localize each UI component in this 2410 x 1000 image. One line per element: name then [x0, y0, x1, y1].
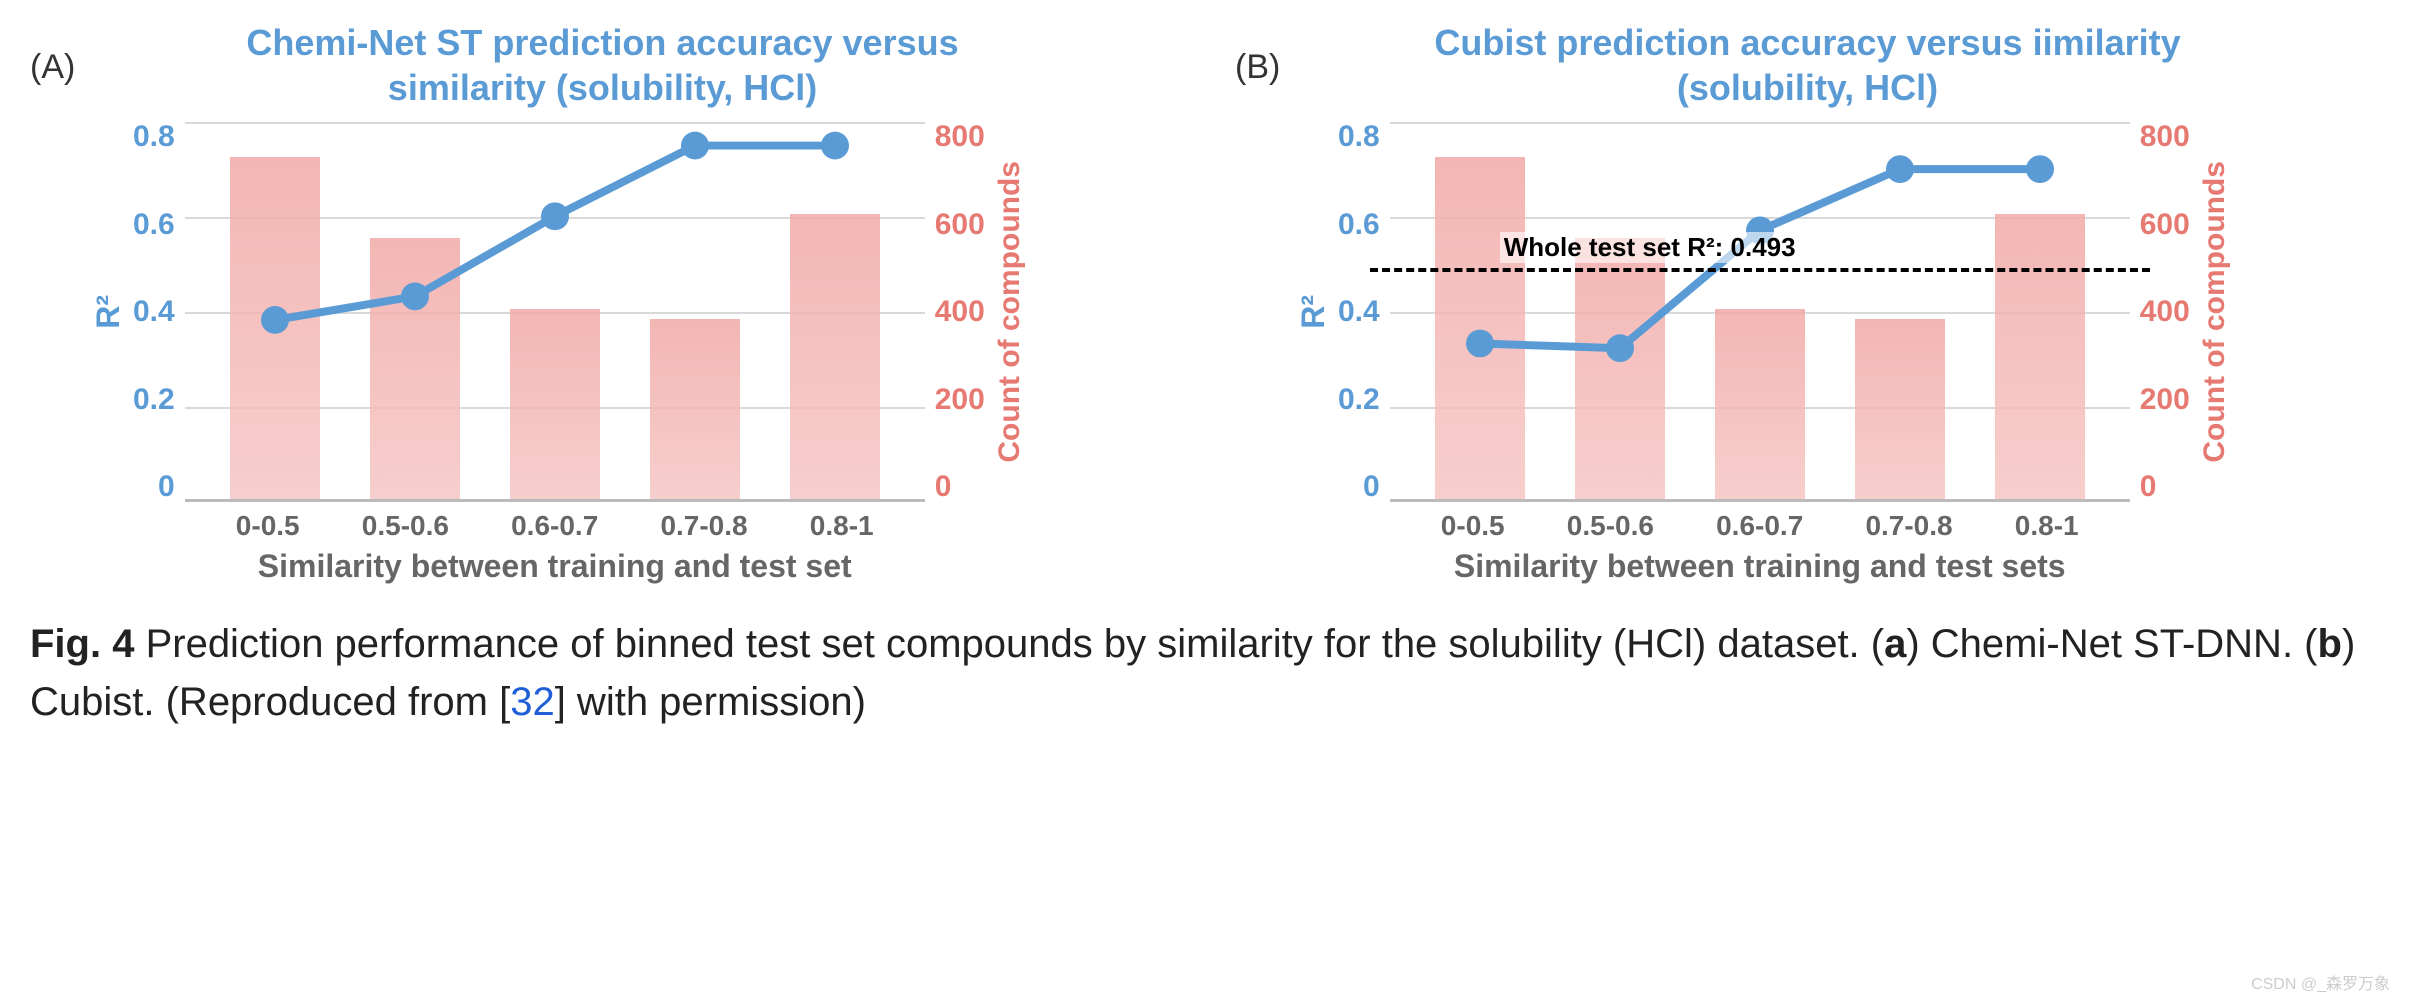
y-right-title-A: Count of compounds [993, 161, 1027, 463]
x-tick: 0.6-0.7 [1716, 510, 1803, 542]
y-right-tick: 200 [2140, 385, 2190, 415]
line-marker [541, 202, 569, 230]
x-spacer-B: R² 0.8 [1295, 502, 1390, 585]
y-left-group-B: R² 0.8 0.6 0.4 0.2 0 [1295, 122, 1390, 502]
figure-caption: Fig. 4 Prediction performance of binned … [30, 615, 2380, 731]
panel-letter-B: (B) [1235, 48, 1280, 87]
x-title-A: Similarity between training and test set [185, 548, 925, 585]
y-right-group-B: 800 600 400 200 0 Count of compounds [2130, 122, 2232, 502]
y-left-ticks-B: 0.8 0.6 0.4 0.2 0 [1338, 122, 1390, 502]
caption-text-4: ] with permission) [555, 680, 866, 724]
caption-bold-a: a [1884, 622, 1906, 666]
y-right-group-A: 800 600 400 200 0 Count of compounds [925, 122, 1027, 502]
y-left-tick: 0.2 [133, 385, 175, 415]
x-spacer-A: R² 0.8 [90, 502, 185, 585]
x-tick: 0.5-0.6 [1567, 510, 1654, 542]
line-svg-B [1390, 122, 2130, 499]
y-right-tick: 600 [935, 210, 985, 240]
chart-title-B: Cubist prediction accuracy versus iimila… [1235, 20, 2380, 110]
y-left-tick: 0.6 [1338, 210, 1380, 240]
panel-letter-A: (A) [30, 48, 75, 87]
y-left-tick: 0.2 [1338, 385, 1380, 415]
caption-text-2: ) Chemi-Net ST-DNN. ( [1906, 622, 2317, 666]
caption-ref: 32 [510, 680, 555, 724]
y-right-ticks-B: 800 600 400 200 0 [2130, 122, 2190, 502]
y-right-tick: 200 [935, 385, 985, 415]
plot-region-A: R² 0.8 0.6 0.4 0.2 0 800 600 400 200 0 Count of … [30, 122, 1175, 502]
y-left-ticks-A: 0.8 0.6 0.4 0.2 0 [133, 122, 185, 502]
x-tick: 0.5-0.6 [362, 510, 449, 542]
chart-title-B-line2: (solubility, HCl) [1677, 67, 1938, 108]
x-tick: 0.8-1 [2015, 510, 2079, 542]
y-left-tick: 0.6 [133, 210, 175, 240]
y-left-tick: 0.8 [133, 122, 175, 152]
x-tick: 0-0.5 [236, 510, 300, 542]
line-marker [2026, 155, 2054, 183]
x-ticks-A: 0-0.5 0.5-0.6 0.6-0.7 0.7-0.8 0.8-1 [185, 502, 925, 542]
line-marker [1606, 334, 1634, 362]
caption-fig-label: Fig. 4 [30, 622, 134, 666]
y-right-tick: 400 [935, 297, 985, 327]
x-tick: 0-0.5 [1441, 510, 1505, 542]
line-marker [261, 306, 289, 334]
y-right-ticks-A: 800 600 400 200 0 [925, 122, 985, 502]
line-marker [1886, 155, 1914, 183]
y-right-tick: 800 [2140, 122, 2190, 152]
line-svg-A [185, 122, 925, 499]
line-marker [821, 132, 849, 160]
caption-text-1: Prediction performance of binned test se… [134, 622, 1884, 666]
reference-line [1370, 268, 2150, 272]
x-ticks-wrap-A: R² 0.8 0-0.5 0.5-0.6 0.6-0.7 0.7-0.8 0.8-1 S… [30, 502, 1175, 585]
y-right-tick: 0 [2140, 472, 2190, 502]
chart-title-A-line2: similarity (solubility, HCl) [388, 67, 817, 108]
y-right-title-B: Count of compounds [2198, 161, 2232, 463]
plot-box-B: Whole test set R²: 0.493 [1390, 122, 2130, 502]
plot-box-A [185, 122, 925, 502]
plot-region-B: R² 0.8 0.6 0.4 0.2 0 Whole test set R²: 0.49… [1235, 122, 2380, 502]
caption-bold-b: b [2318, 622, 2342, 666]
y-right-tick: 800 [935, 122, 985, 152]
watermark: CSDN @_森罗万象 [2251, 970, 2390, 994]
line-marker [1466, 330, 1494, 358]
y-left-tick: 0.4 [1338, 297, 1380, 327]
y-left-tick: 0.8 [1338, 122, 1380, 152]
y-left-title-B: R² [1295, 295, 1332, 329]
y-left-group-A: R² 0.8 0.6 0.4 0.2 0 [90, 122, 185, 502]
x-tick: 0.8-1 [810, 510, 874, 542]
x-tick: 0.7-0.8 [1865, 510, 1952, 542]
chart-title-B-line1: Cubist prediction accuracy versus iimila… [1434, 22, 2180, 63]
x-ticks-B: 0-0.5 0.5-0.6 0.6-0.7 0.7-0.8 0.8-1 [1390, 502, 2130, 542]
line-marker [401, 282, 429, 310]
y-left-tick: 0 [133, 472, 175, 502]
x-title-B: Similarity between training and test set… [1390, 548, 2130, 585]
y-right-tick: 0 [935, 472, 985, 502]
y-right-tick: 600 [2140, 210, 2190, 240]
figure-container: (A) Chemi-Net ST prediction accuracy ver… [30, 20, 2380, 585]
y-left-tick: 0.4 [133, 297, 175, 327]
y-left-tick: 0 [1338, 472, 1380, 502]
x-tick: 0.7-0.8 [660, 510, 747, 542]
line-marker [681, 132, 709, 160]
chart-title-A: Chemi-Net ST prediction accuracy versus … [30, 20, 1175, 110]
panel-A: (A) Chemi-Net ST prediction accuracy ver… [30, 20, 1175, 585]
x-tick: 0.6-0.7 [511, 510, 598, 542]
reference-line-label: Whole test set R²: 0.493 [1500, 232, 1800, 263]
x-ticks-wrap-B: R² 0.8 0-0.5 0.5-0.6 0.6-0.7 0.7-0.8 0.8-1 S… [1235, 502, 2380, 585]
y-left-title-A: R² [90, 295, 127, 329]
line-series [275, 146, 835, 320]
chart-title-A-line1: Chemi-Net ST prediction accuracy versus [246, 22, 958, 63]
panel-B: (B) Cubist prediction accuracy versus ii… [1235, 20, 2380, 585]
y-right-tick: 400 [2140, 297, 2190, 327]
